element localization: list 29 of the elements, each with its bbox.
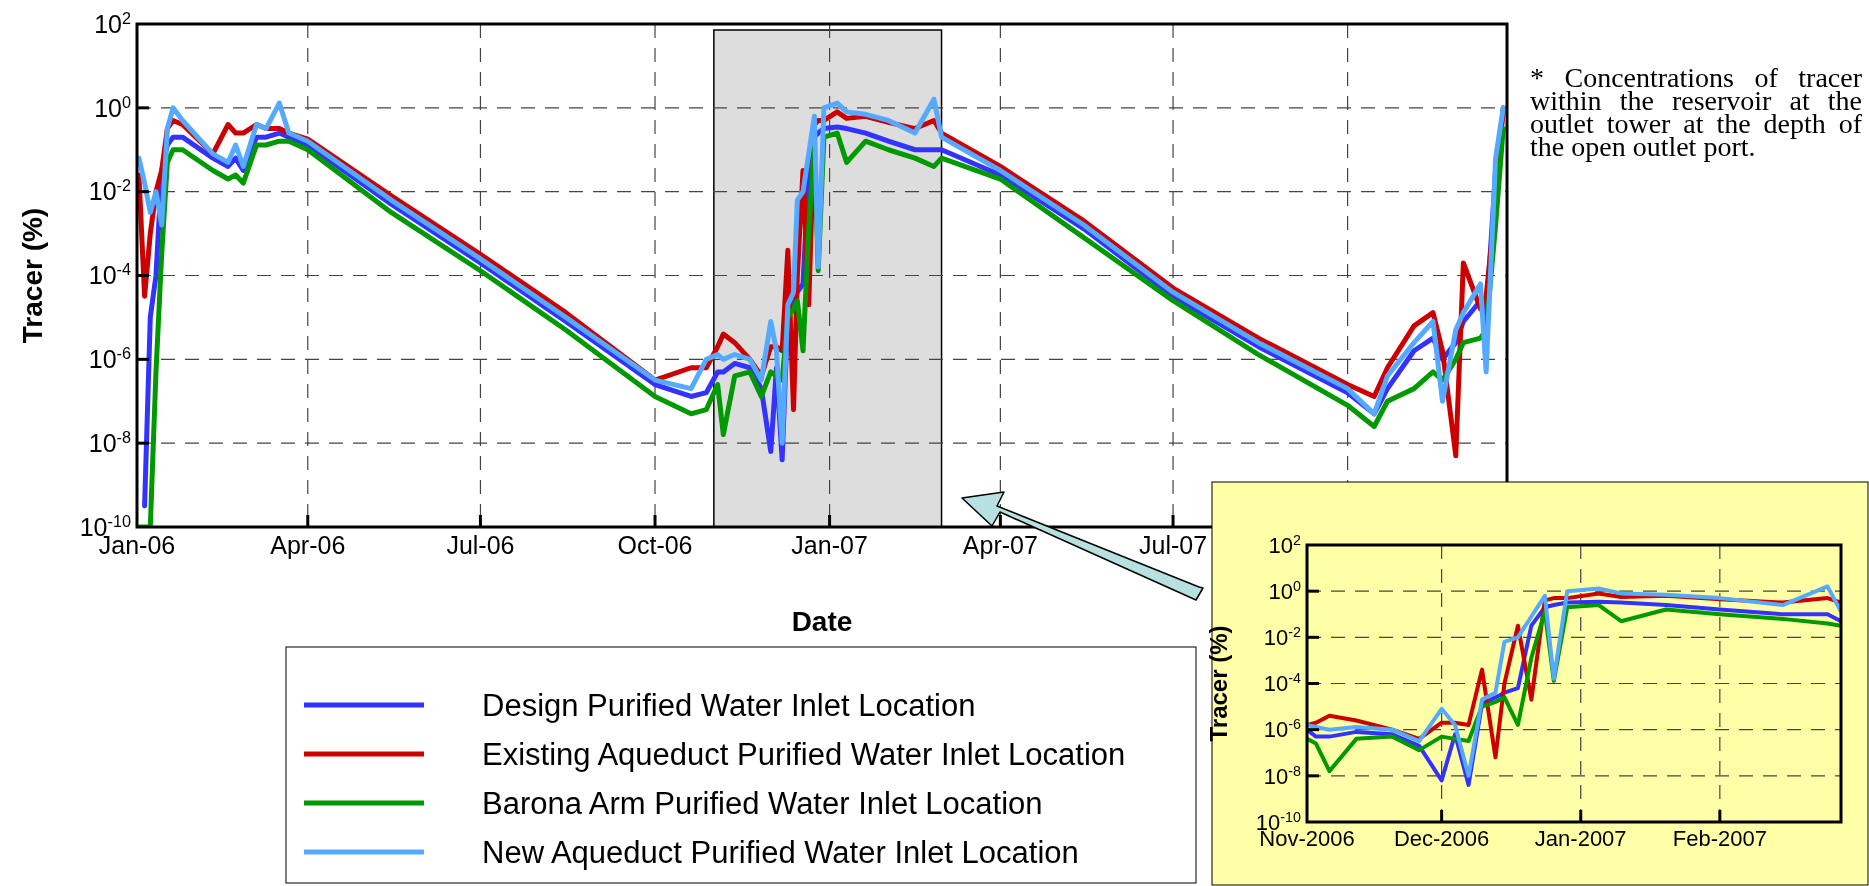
y-tick-label: 10$^{-2}$ bbox=[88, 176, 131, 206]
y-tick-label: 10$^{0}$ bbox=[94, 92, 131, 122]
x-tick-label: Jul-06 bbox=[446, 531, 515, 559]
y-tick-label: 10$^{-6}$ bbox=[88, 344, 131, 374]
legend-label: New Aqueduct Purified Water Inlet Location bbox=[482, 835, 1079, 870]
y-tick-label: 10$^{-8}$ bbox=[88, 427, 131, 457]
x-tick-label: Dec-2006 bbox=[1393, 826, 1490, 851]
x-axis-title: Date bbox=[791, 606, 853, 637]
x-tick-label: Apr-07 bbox=[962, 531, 1038, 559]
y-tick-label: 10$^{-4}$ bbox=[1263, 670, 1302, 697]
y-tick-label: 10$^{-6}$ bbox=[1263, 716, 1302, 743]
y-tick-label: 10$^{2}$ bbox=[94, 8, 131, 38]
y-tick-label: 10$^{-2}$ bbox=[1263, 624, 1302, 651]
x-tick-label: Feb-2007 bbox=[1672, 826, 1767, 851]
y-tick-label: 10$^{0}$ bbox=[1268, 577, 1302, 604]
legend-label: Existing Aqueduct Purified Water Inlet Location bbox=[482, 737, 1126, 772]
y-axis-title: Tracer (%) bbox=[1205, 625, 1232, 742]
y-tick-label: 10$^{-4}$ bbox=[88, 260, 131, 290]
x-tick-label: Jan-2007 bbox=[1534, 826, 1627, 851]
x-tick-label: Jul-07 bbox=[1138, 531, 1208, 559]
y-tick-label: 10$^{2}$ bbox=[1268, 531, 1302, 558]
legend-label: Design Purified Water Inlet Location bbox=[482, 688, 976, 723]
y-tick-label: 10$^{-8}$ bbox=[1263, 762, 1302, 789]
x-tick-label: Oct-06 bbox=[617, 531, 693, 559]
x-tick-label: Jan-07 bbox=[791, 531, 868, 559]
text: * Concentrations of tracer within the reservoir at the outlet tower at the depth of the open outlet port. bbox=[1530, 65, 1862, 162]
x-tick-label: Apr-06 bbox=[270, 531, 346, 559]
y-axis-title: Tracer (%) bbox=[17, 207, 48, 344]
legend-label: Barona Arm Purified Water Inlet Location bbox=[482, 786, 1043, 821]
